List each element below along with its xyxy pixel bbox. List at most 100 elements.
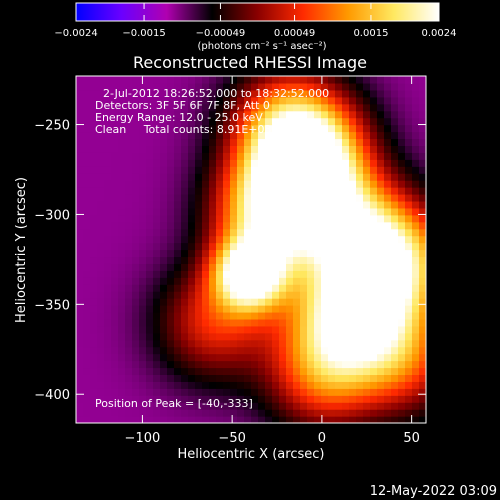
heatmap-cell (160, 193, 168, 202)
heatmap-cell (321, 173, 329, 181)
heatmap-cell (293, 152, 301, 160)
heatmap-cell (202, 117, 210, 126)
heatmap-cell (251, 89, 259, 98)
heatmap-cell (153, 270, 161, 278)
heatmap-cell (83, 152, 91, 160)
heatmap-cell (272, 374, 280, 382)
heatmap-cell (321, 402, 329, 410)
heatmap-cell (104, 318, 112, 327)
heatmap-cell (279, 346, 287, 355)
heatmap-cell (223, 374, 231, 382)
heatmap-cell (321, 374, 329, 382)
heatmap-cell (209, 332, 217, 341)
heatmap-cell (328, 131, 336, 140)
heatmap-cell (328, 291, 336, 299)
heatmap-cell (370, 103, 378, 112)
heatmap-cell (307, 291, 315, 299)
heatmap-cell (335, 381, 343, 389)
heatmap-cell (195, 416, 203, 423)
heatmap-cell (356, 110, 364, 119)
heatmap-cell (398, 402, 406, 410)
heatmap-cell (153, 409, 161, 417)
heatmap-cell (146, 381, 154, 389)
heatmap-cell (391, 76, 399, 84)
heatmap-cell (160, 131, 168, 140)
heatmap-cell (405, 416, 413, 423)
heatmap-cell (230, 325, 238, 334)
heatmap-cell (125, 374, 133, 382)
heatmap-cell (223, 187, 231, 195)
heatmap-cell (125, 263, 133, 271)
heatmap-cell (160, 360, 168, 369)
peak-position-annotation: Position of Peak = [-40,-333] (95, 397, 253, 410)
heatmap-cell (125, 256, 133, 264)
heatmap-cell (132, 200, 140, 209)
heatmap-cell (83, 200, 91, 209)
heatmap-cell (405, 82, 413, 91)
heatmap-cell (139, 325, 147, 334)
heatmap-cell (223, 256, 231, 264)
heatmap-cell (90, 145, 98, 153)
heatmap-cell (83, 96, 91, 105)
heatmap-cell (90, 207, 98, 216)
heatmap-cell (216, 166, 224, 174)
heatmap-cell (146, 360, 154, 369)
heatmap-cell (405, 193, 413, 202)
heatmap-cell (258, 263, 266, 271)
heatmap-cell (349, 131, 357, 140)
heatmap-cell (265, 242, 273, 251)
heatmap-cell (342, 284, 350, 292)
heatmap-cell (370, 381, 378, 389)
heatmap-cell (321, 298, 329, 306)
heatmap-cell (300, 96, 308, 105)
heatmap-cell (377, 374, 385, 382)
heatmap-cell (391, 166, 399, 174)
heatmap-cell (97, 110, 105, 119)
heatmap-cell (384, 166, 392, 174)
y-tick-label: −250 (34, 119, 70, 134)
heatmap-cell (90, 332, 98, 341)
heatmap-cell (118, 124, 126, 133)
heatmap-cell (265, 416, 273, 423)
heatmap-cell (335, 180, 343, 188)
heatmap-cell (195, 291, 203, 299)
heatmap-cell (412, 193, 420, 202)
heatmap-cell (195, 374, 203, 382)
heatmap-cell (90, 388, 98, 396)
heatmap-cell (174, 277, 182, 285)
heatmap-cell (97, 332, 105, 341)
heatmap-cell (167, 76, 175, 84)
heatmap-cell (237, 187, 245, 195)
heatmap-cell (118, 200, 126, 209)
heatmap-cell (265, 187, 273, 195)
heatmap-cell (125, 395, 133, 403)
heatmap-cell (146, 131, 154, 140)
heatmap-cell (118, 381, 126, 389)
heatmap-cell (244, 242, 252, 251)
heatmap-cell (132, 145, 140, 153)
heatmap-cell (76, 416, 84, 423)
heatmap-cell (195, 193, 203, 202)
heatmap-cell (356, 298, 364, 306)
heatmap-cell (118, 207, 126, 216)
heatmap-cell (258, 360, 266, 369)
heatmap-cell (356, 263, 364, 271)
heatmap-cell (342, 298, 350, 306)
heatmap-cell (230, 270, 238, 278)
heatmap-cell (321, 145, 329, 153)
heatmap-cell (97, 305, 105, 313)
heatmap-cell (160, 96, 168, 105)
heatmap-cell (202, 277, 210, 285)
heatmap-cell (125, 131, 133, 140)
heatmap-cell (244, 173, 252, 181)
heatmap-cell (293, 409, 301, 417)
heatmap-cell (377, 270, 385, 278)
heatmap-cell (153, 228, 161, 237)
heatmap-cell (419, 346, 426, 355)
heatmap-cell (405, 103, 413, 112)
heatmap-cell (321, 235, 329, 244)
heatmap-cell (391, 416, 399, 423)
heatmap-cell (97, 228, 105, 237)
heatmap-cell (181, 416, 189, 423)
heatmap-cell (202, 242, 210, 251)
